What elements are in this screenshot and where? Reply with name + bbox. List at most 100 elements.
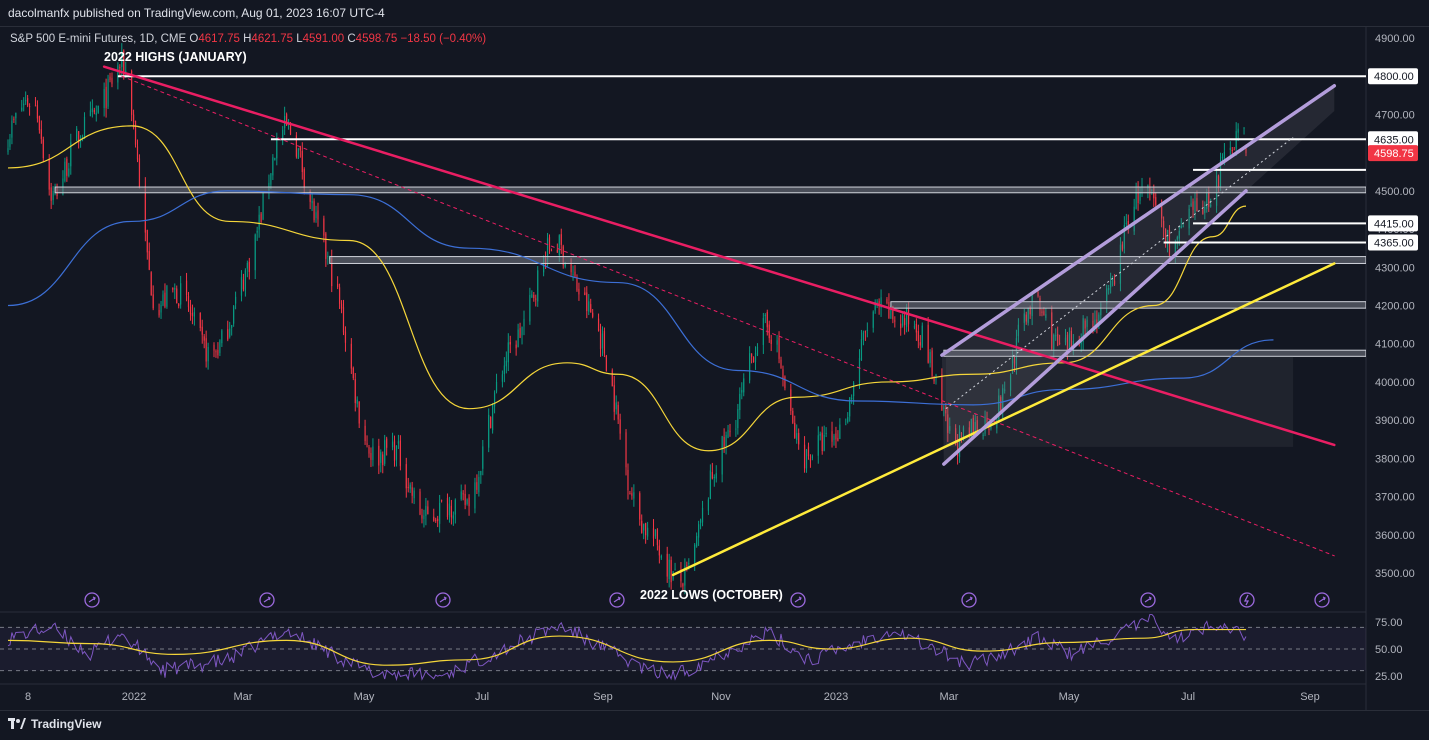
- candle[interactable]: [89, 101, 92, 117]
- candle[interactable]: [517, 323, 519, 348]
- candle[interactable]: [972, 414, 974, 440]
- candle[interactable]: [323, 215, 325, 243]
- candle[interactable]: [246, 260, 248, 278]
- candle[interactable]: [900, 314, 902, 336]
- candle[interactable]: [811, 454, 814, 461]
- candle[interactable]: [886, 297, 888, 305]
- candle[interactable]: [782, 365, 784, 387]
- candle[interactable]: [574, 265, 576, 279]
- candle[interactable]: [136, 139, 139, 163]
- candle[interactable]: [749, 346, 751, 384]
- candle[interactable]: [242, 273, 245, 292]
- candle[interactable]: [93, 107, 95, 115]
- candle[interactable]: [735, 419, 737, 437]
- candle[interactable]: [792, 407, 794, 425]
- candle[interactable]: [915, 318, 917, 341]
- candle[interactable]: [111, 72, 113, 88]
- candle[interactable]: [847, 412, 849, 424]
- candle[interactable]: [605, 354, 607, 372]
- candle[interactable]: [254, 233, 256, 279]
- candle[interactable]: [956, 434, 959, 465]
- candle[interactable]: [1017, 318, 1020, 343]
- candle[interactable]: [709, 464, 711, 500]
- candle[interactable]: [325, 231, 327, 267]
- candle[interactable]: [713, 474, 715, 487]
- candle[interactable]: [668, 553, 670, 588]
- candle[interactable]: [1164, 228, 1167, 248]
- candle[interactable]: [537, 266, 539, 307]
- candle[interactable]: [21, 99, 23, 112]
- candle[interactable]: [666, 546, 668, 583]
- candle[interactable]: [807, 442, 810, 460]
- candle[interactable]: [880, 289, 882, 317]
- candle[interactable]: [386, 436, 388, 456]
- candle[interactable]: [421, 508, 423, 524]
- candle[interactable]: [448, 496, 451, 523]
- candle[interactable]: [433, 508, 435, 522]
- candle[interactable]: [180, 275, 182, 309]
- candle[interactable]: [160, 300, 162, 319]
- candle[interactable]: [674, 562, 676, 571]
- event-marker[interactable]: [1314, 592, 1330, 608]
- candle[interactable]: [1243, 127, 1245, 135]
- candle[interactable]: [97, 105, 99, 114]
- candle[interactable]: [219, 339, 221, 357]
- candle[interactable]: [81, 134, 84, 142]
- candle[interactable]: [597, 313, 600, 332]
- candle[interactable]: [134, 120, 137, 148]
- candle[interactable]: [743, 373, 745, 397]
- candle[interactable]: [1051, 305, 1053, 351]
- candle[interactable]: [584, 287, 586, 296]
- candle[interactable]: [784, 375, 786, 391]
- candle[interactable]: [888, 293, 890, 319]
- level-badge[interactable]: [1368, 131, 1418, 148]
- support-zone-1[interactable]: [329, 256, 1366, 264]
- candle[interactable]: [945, 402, 947, 422]
- candle[interactable]: [548, 234, 551, 254]
- candle[interactable]: [64, 157, 66, 183]
- candle[interactable]: [682, 582, 684, 591]
- candle[interactable]: [839, 418, 841, 440]
- candle[interactable]: [234, 291, 237, 310]
- candle[interactable]: [199, 312, 201, 332]
- candle[interactable]: [601, 326, 604, 357]
- candle[interactable]: [805, 449, 808, 473]
- candle[interactable]: [1059, 334, 1061, 346]
- candle[interactable]: [913, 320, 916, 330]
- event-marker[interactable]: [259, 592, 275, 608]
- candle[interactable]: [13, 116, 15, 123]
- candle[interactable]: [317, 202, 319, 227]
- candle[interactable]: [189, 299, 192, 321]
- candle[interactable]: [727, 424, 729, 439]
- candle[interactable]: [419, 488, 421, 516]
- candle[interactable]: [66, 156, 68, 182]
- candle[interactable]: [342, 299, 345, 336]
- candle[interactable]: [1041, 308, 1043, 317]
- candle[interactable]: [260, 211, 262, 224]
- candle[interactable]: [25, 91, 27, 105]
- candle[interactable]: [50, 182, 52, 210]
- candle[interactable]: [191, 304, 194, 325]
- candle[interactable]: [217, 342, 219, 359]
- candle[interactable]: [462, 490, 464, 501]
- candle[interactable]: [1080, 333, 1082, 353]
- candle[interactable]: [370, 447, 372, 468]
- candle[interactable]: [776, 335, 778, 353]
- candle[interactable]: [464, 484, 466, 510]
- candle[interactable]: [660, 554, 662, 560]
- candle[interactable]: [921, 322, 923, 348]
- tradingview-logo[interactable]: TradingView: [8, 717, 101, 731]
- candle[interactable]: [1009, 373, 1012, 397]
- candle[interactable]: [823, 425, 825, 452]
- candle[interactable]: [399, 435, 401, 471]
- candle[interactable]: [301, 142, 303, 180]
- candle[interactable]: [391, 432, 394, 451]
- candle[interactable]: [164, 283, 166, 309]
- candle[interactable]: [382, 451, 384, 474]
- candle[interactable]: [233, 305, 235, 327]
- rsi-line[interactable]: [7, 614, 1247, 682]
- candle[interactable]: [1180, 218, 1182, 229]
- candle[interactable]: [701, 500, 704, 527]
- candle[interactable]: [1237, 123, 1239, 142]
